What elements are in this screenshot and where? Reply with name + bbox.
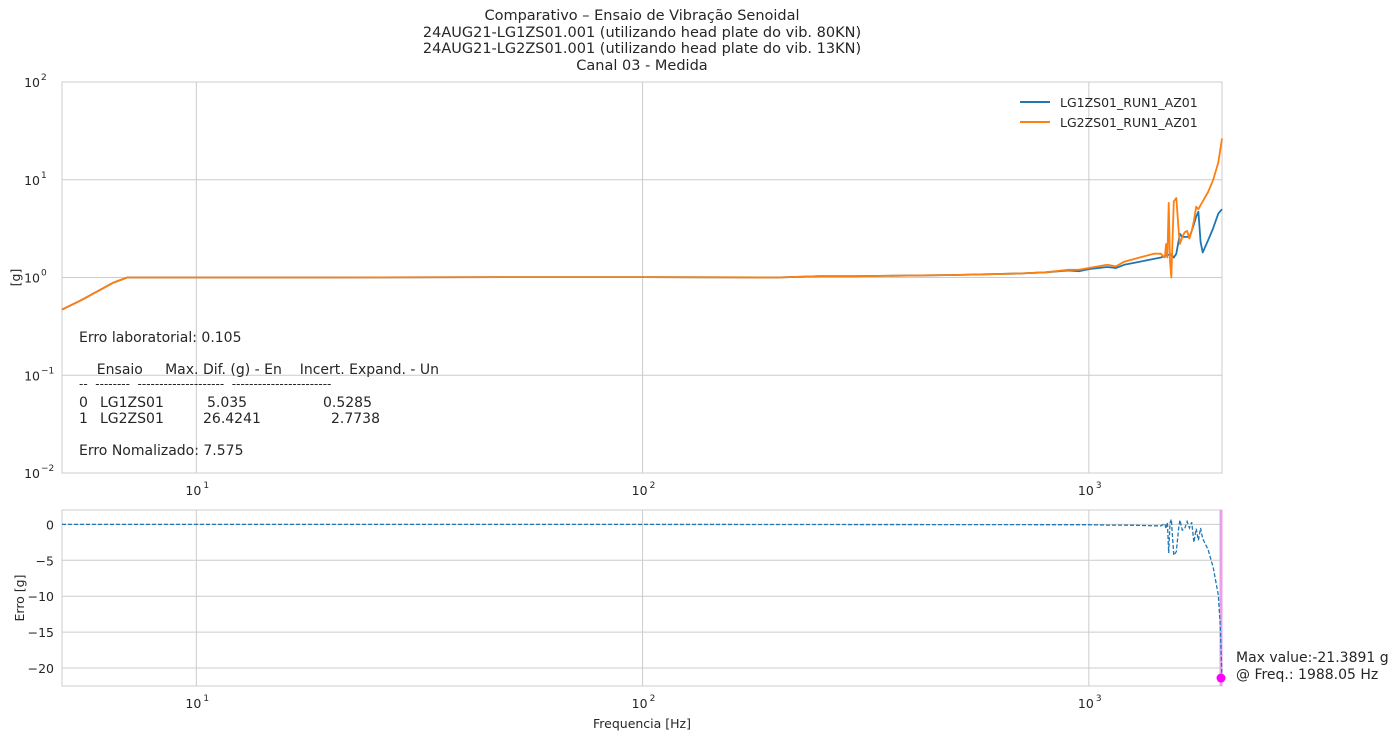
top-ytick-label-4: 10 — [24, 75, 40, 90]
bottom-xtick-exp-2: 3 — [1096, 694, 1102, 704]
bottom-xtick-label-0: 10 — [185, 696, 201, 711]
top-ytick-exp-0: −2 — [41, 464, 54, 474]
table-row-0-idx: 0 — [79, 395, 88, 411]
bottom-xtick-exp-0: 1 — [203, 694, 209, 704]
table-row-0-ensaio: LG1ZS01 — [100, 395, 164, 411]
series-line-2 — [61, 138, 1223, 311]
max-value-annotation: Max value:-21.3891 g @ Freq.: 1988.05 Hz — [1236, 650, 1389, 683]
top-ytick-label-3: 10 — [24, 173, 40, 188]
bottom-xtick-exp-1: 2 — [650, 694, 656, 704]
bottom-xlabel: Frequencia [Hz] — [593, 716, 691, 731]
top-ytick-label-2: 10 — [24, 271, 40, 286]
max-point-marker — [1216, 673, 1226, 683]
legend-entry-2: LG2ZS01_RUN1_AZ01 — [1020, 112, 1198, 132]
table-row-1-ensaio: LG2ZS01 — [100, 411, 164, 427]
title-line-4: Canal 03 - Medida — [576, 57, 708, 74]
error-line — [62, 519, 1223, 679]
chart-title: Comparativo – Ensaio de Vibração Senoida… — [62, 8, 1222, 74]
legend: LG1ZS01_RUN1_AZ01 LG2ZS01_RUN1_AZ01 — [1020, 92, 1198, 132]
lab-error-text: Erro laboratorial: 0.105 — [79, 330, 242, 346]
bottom-ytick-label-0: 0 — [46, 517, 54, 532]
table-rule-text: -- -------- -------------------- -------… — [79, 377, 332, 391]
title-line-1: Comparativo – Ensaio de Vibração Senoida… — [484, 8, 800, 24]
top-xtick-exp-0: 1 — [203, 481, 209, 491]
top-xtick-exp-2: 3 — [1096, 481, 1102, 491]
top-ytick-exp-3: 1 — [41, 171, 47, 181]
bottom-ylabel: Erro [g] — [12, 575, 27, 622]
table-row-1-maxdif: 26.4241 — [203, 411, 261, 427]
top-xtick-exp-1: 2 — [650, 481, 656, 491]
legend-entry-1: LG1ZS01_RUN1_AZ01 — [1020, 92, 1198, 112]
top-ytick-exp-1: −1 — [41, 366, 54, 376]
top-xtick-label-0: 10 — [185, 483, 201, 498]
max-value-line: Max value:-21.3891 g — [1236, 650, 1389, 666]
title-line-3: 24AUG21-LG2ZS01.001 (utilizando head pla… — [422, 41, 862, 58]
title-line-2: 24AUG21-LG1ZS01.001 (utilizando head pla… — [422, 24, 862, 41]
table-row-1-incert: 2.7738 — [331, 411, 380, 427]
table-header-text: Ensaio Max. Dif. (g) - En Incert. Expand… — [79, 362, 440, 378]
legend-swatch-1 — [1020, 101, 1050, 103]
table-row-0-incert: 0.5285 — [323, 395, 372, 411]
top-frame — [61, 81, 1223, 474]
legend-swatch-2 — [1020, 121, 1050, 123]
top-xtick-label-1: 10 — [632, 483, 648, 498]
top-ytick-label-0: 10 — [24, 466, 40, 481]
series-line-1 — [61, 208, 1223, 311]
top-ytick-exp-2: 0 — [41, 269, 47, 279]
table-row-1-idx: 1 — [79, 411, 88, 427]
top-ytick-label-1: 10 — [24, 368, 40, 383]
legend-label-2: LG2ZS01_RUN1_AZ01 — [1060, 114, 1198, 130]
bottom-ytick-label-1: −5 — [36, 553, 54, 568]
table-row-0-maxdif: 5.035 — [207, 395, 248, 411]
bottom-xtick-label-2: 10 — [1078, 696, 1094, 711]
bottom-ytick-label-2: −10 — [28, 589, 54, 604]
max-freq-line: @ Freq.: 1988.05 Hz — [1236, 666, 1379, 683]
top-ylabel: [g] — [8, 269, 23, 287]
bottom-ytick-label-3: −15 — [28, 625, 54, 640]
bottom-ytick-label-4: −20 — [28, 661, 54, 676]
legend-label-1: LG1ZS01_RUN1_AZ01 — [1060, 94, 1198, 110]
bottom-xtick-label-1: 10 — [632, 696, 648, 711]
bottom-frame — [61, 509, 1223, 687]
top-xtick-label-2: 10 — [1078, 483, 1094, 498]
top-ytick-exp-4: 2 — [41, 73, 47, 83]
norm-error-text: Erro Nomalizado: 7.575 — [79, 443, 244, 459]
